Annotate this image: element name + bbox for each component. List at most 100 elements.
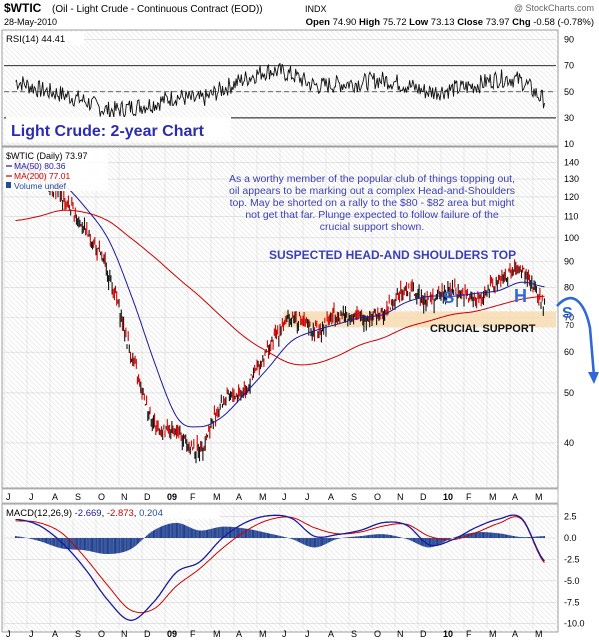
month-tick-label: M <box>489 492 497 502</box>
month-axis-frame <box>1 488 559 504</box>
price-tick-label: 40 <box>564 438 574 448</box>
open-value: 74.90 <box>333 17 357 28</box>
price-tick-label: 110 <box>564 211 578 221</box>
high-value: 75.72 <box>383 17 407 28</box>
legend-volume: Volume undef <box>14 181 67 191</box>
month-tick-label: M <box>259 492 267 502</box>
symbol-text: $WTIC <box>4 1 42 15</box>
month-tick-label: N <box>397 492 404 502</box>
rsi-label-text: RSI(14) <box>6 34 39 45</box>
rsi-tick-label: 90 <box>564 35 574 45</box>
bottom-month-tick-label: O <box>98 629 105 639</box>
month-tick-label: F <box>190 492 196 502</box>
bottom-month-tick-label: N <box>121 629 128 639</box>
month-tick-label: D <box>420 492 427 502</box>
price-tick-label: 50 <box>564 388 574 398</box>
macd-tick-label: -2.5 <box>564 554 580 564</box>
bottom-month-tick-label: M <box>213 629 221 639</box>
price-tick-label: 120 <box>564 192 579 202</box>
legend-volume-swatch <box>6 182 11 188</box>
left-shoulder-letter: S <box>443 288 454 307</box>
month-tick-label: S <box>351 492 357 502</box>
commentary-line: top. May be shorted on a rally to the $8… <box>230 197 515 209</box>
bottom-month-tick-label: J <box>29 629 34 639</box>
bottom-month-tick-label: 10 <box>443 629 453 639</box>
commentary-text: As a worthy member of the popular club o… <box>229 173 515 233</box>
rsi-line <box>15 62 545 120</box>
rsi-panel: 10 30 50 70 90 RSI(14) 44.41 Light Crude: 2-… <box>1 29 574 149</box>
macd-signal-line <box>15 516 545 614</box>
price-tick-label: 140 <box>564 157 579 167</box>
low-value: 73.13 <box>431 17 455 28</box>
month-tick-label: A <box>52 492 58 502</box>
month-tick-label: 10 <box>443 492 453 502</box>
macd-line <box>15 514 545 621</box>
chg-label: Chg <box>512 17 531 28</box>
macd-ticks: 2.5 0.0 -2.5 -5.0 -7.5 -10.0 <box>564 512 585 629</box>
price-tick-label: 100 <box>564 233 579 243</box>
rsi-tick-label: 30 <box>564 113 574 123</box>
rsi-ticks: 10 30 50 70 90 <box>564 35 574 149</box>
month-tick-label: J <box>282 492 287 502</box>
bottom-month-tick-label: D <box>420 629 427 639</box>
bottom-month-tick-label: S <box>75 629 81 639</box>
month-tick-label: A <box>512 492 518 502</box>
head-letter: H <box>514 286 527 306</box>
ma200-line <box>15 209 545 366</box>
rsi-label-bg <box>4 32 84 45</box>
chart-title-bg <box>6 117 231 141</box>
macd-value: -2.669 <box>75 508 102 519</box>
bottom-month-tick-label: F <box>190 629 196 639</box>
month-tick-label: J <box>6 492 11 502</box>
month-tick-label: J <box>29 492 34 502</box>
macd-panel: 2.5 0.0 -2.5 -5.0 -7.5 -10.0 MACD(12,26,9) -2… <box>1 503 585 633</box>
bottom-month-tick-label: A <box>328 629 334 639</box>
bottom-month-tick-label: M <box>259 629 267 639</box>
bottom-month-tick-label: N <box>397 629 404 639</box>
bottom-month-tick-label: D <box>144 629 151 639</box>
quote-line: Open 74.90 High 75.72 Low 73.13 Close 73… <box>306 17 594 28</box>
rsi-tick-label: 50 <box>564 87 574 97</box>
bottom-month-tick-label: J <box>6 629 11 639</box>
macd-tick-label: 2.5 <box>564 512 577 522</box>
price-tick-label: 130 <box>564 174 579 184</box>
macd-label-text: MACD(12,26,9) <box>6 508 72 519</box>
bottom-month-axis: J J A S O N D 09 F M A M J J A S O N D 10 F M A M <box>6 629 543 639</box>
month-tick-label: F <box>466 492 472 502</box>
legend-ma200: MA(200) 77.01 <box>14 171 70 181</box>
price-tick-label: 80 <box>564 283 574 293</box>
bottom-month-tick-label: A <box>512 629 518 639</box>
macd-hist-value: 0.204 <box>139 508 163 519</box>
month-tick-label: J <box>305 492 310 502</box>
bottom-month-tick-label: J <box>305 629 310 639</box>
support-tag: 70 <box>565 321 574 330</box>
macd-tick-label: -7.5 <box>564 597 580 607</box>
month-tick-label: S <box>75 492 81 502</box>
ma50-line <box>15 168 545 428</box>
chart-header: $WTIC (Oil - Light Crude - Continuous Co… <box>4 1 594 28</box>
support-label: CRUCIAL SUPPORT <box>430 323 536 335</box>
legend-bg <box>4 149 108 191</box>
rsi-tick-label: 10 <box>564 139 574 149</box>
pattern-title: SUSPECTED HEAD-AND SHOULDERS TOP <box>269 248 516 262</box>
month-tick-label: M <box>535 492 543 502</box>
macd-tick-label: 0.0 <box>564 533 577 543</box>
bottom-month-tick-label: A <box>236 629 242 639</box>
macd-tick-label: -5.0 <box>564 576 580 586</box>
low-label: Low <box>409 17 429 28</box>
price-ticks: 40 50 60 70 80 90 100 110 120 130 140 <box>564 157 579 447</box>
macd-label-bg <box>4 506 220 519</box>
price-panel: 40 50 60 70 80 90 100 110 120 130 140 $WTIC (Daily… <box>1 146 599 489</box>
bottom-month-tick-label: J <box>282 629 287 639</box>
month-tick-label: D <box>144 492 151 502</box>
bottom-month-tick-label: 09 <box>167 629 177 639</box>
macd-histogram <box>14 522 546 554</box>
exchange-text: INDX <box>305 4 327 14</box>
commentary-line: crucial support shown. <box>320 221 424 233</box>
legend-wtic: $WTIC (Daily) 73.97 <box>6 151 88 161</box>
bottom-month-tick-label: S <box>351 629 357 639</box>
rsi-label: RSI(14) 44.41 <box>6 34 65 45</box>
open-label: Open <box>306 17 330 28</box>
bottom-month-tick-label: O <box>374 629 381 639</box>
